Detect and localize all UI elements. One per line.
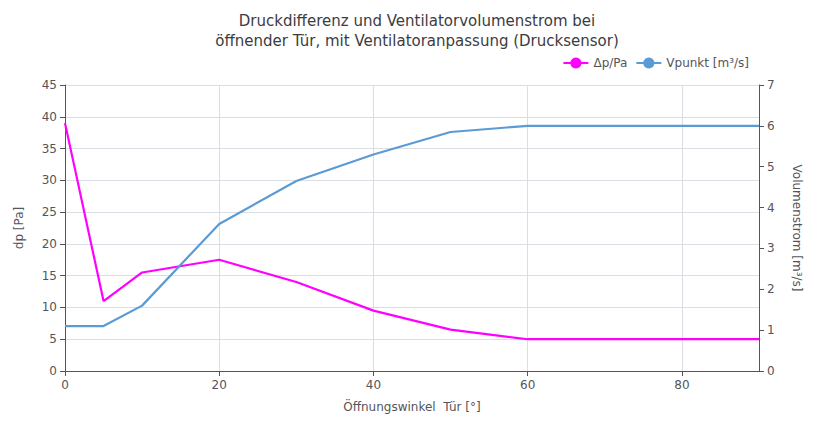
svg-text:45: 45 xyxy=(42,78,57,92)
svg-text:dp [Pa]: dp [Pa] xyxy=(12,207,26,249)
svg-text:3: 3 xyxy=(767,241,775,255)
svg-text:Volumenstrom [m³/s]: Volumenstrom [m³/s] xyxy=(790,165,804,292)
svg-text:80: 80 xyxy=(674,378,689,392)
svg-text:Vpunkt [m³/s]: Vpunkt [m³/s] xyxy=(666,56,749,70)
svg-text:60: 60 xyxy=(520,378,535,392)
svg-text:Druckdifferenz und Ventilatorv: Druckdifferenz und Ventilatorvolumenstro… xyxy=(239,12,595,30)
svg-text:6: 6 xyxy=(767,119,775,133)
svg-text:40: 40 xyxy=(42,110,57,124)
svg-text:15: 15 xyxy=(42,269,57,283)
svg-text:35: 35 xyxy=(42,142,57,156)
svg-text:5: 5 xyxy=(767,160,775,174)
svg-text:25: 25 xyxy=(42,205,57,219)
svg-text:20: 20 xyxy=(212,378,227,392)
svg-text:Öffnungswinkel Tür [°]: Öffnungswinkel Tür [°] xyxy=(343,398,480,414)
svg-text:0: 0 xyxy=(767,364,775,378)
svg-text:40: 40 xyxy=(366,378,381,392)
svg-text:10: 10 xyxy=(42,300,57,314)
svg-text:öffnender Tür, mit Ventilatora: öffnender Tür, mit Ventilatoranpassung (… xyxy=(215,32,619,50)
svg-text:30: 30 xyxy=(42,173,57,187)
svg-text:Δp/Pa: Δp/Pa xyxy=(593,56,627,70)
svg-text:0: 0 xyxy=(49,364,57,378)
svg-text:4: 4 xyxy=(767,201,775,215)
svg-text:1: 1 xyxy=(767,323,775,337)
svg-text:20: 20 xyxy=(42,237,57,251)
svg-text:2: 2 xyxy=(767,282,775,296)
svg-text:0: 0 xyxy=(61,378,69,392)
svg-text:7: 7 xyxy=(767,78,775,92)
svg-text:5: 5 xyxy=(49,332,57,346)
